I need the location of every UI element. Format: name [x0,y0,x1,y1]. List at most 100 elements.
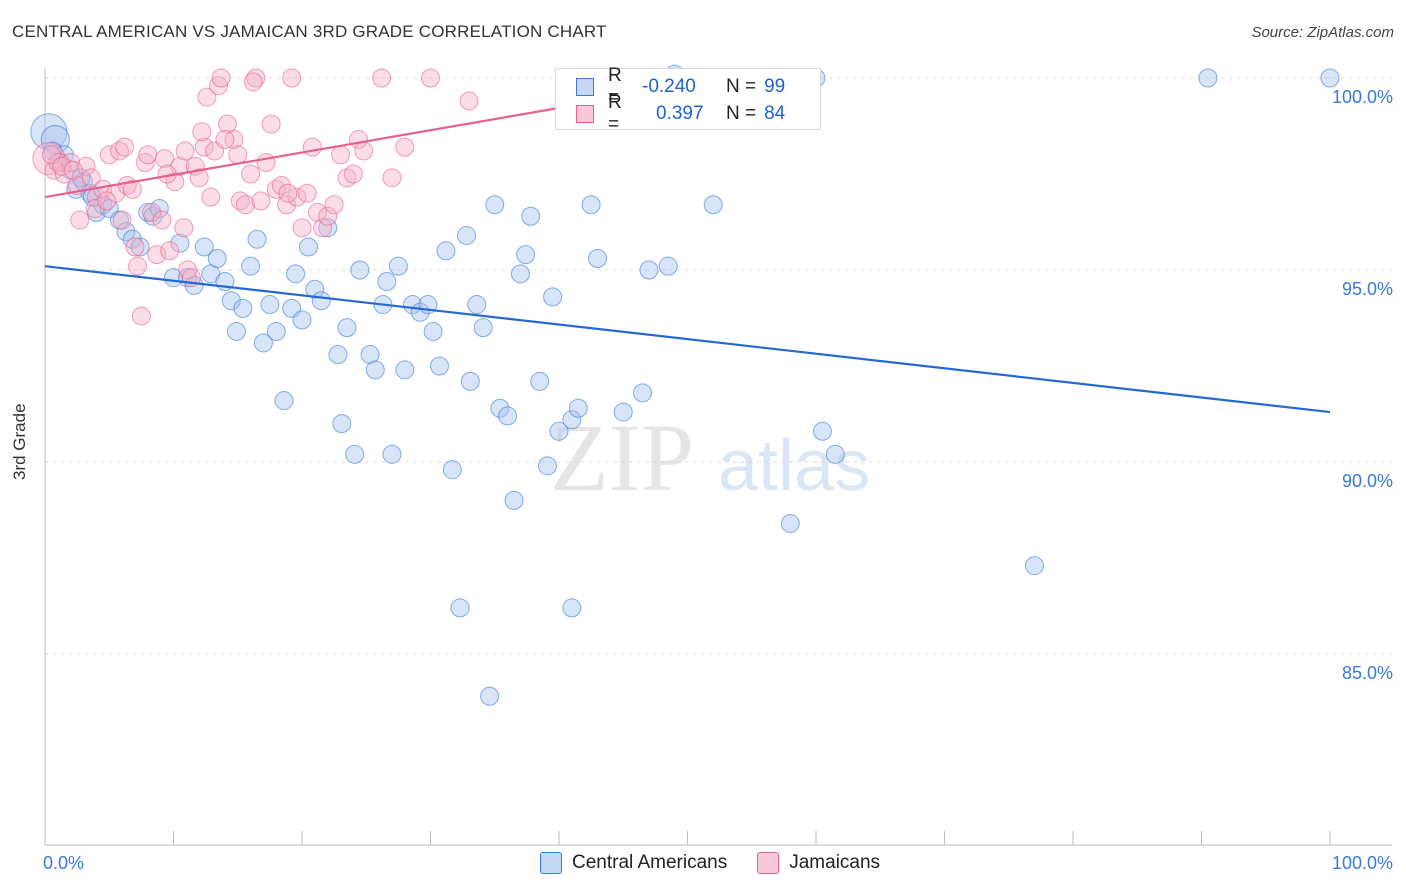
data-point-jamaicans [99,145,119,165]
data-point-central-americans [460,371,480,391]
y-tick-label: 90.0% [1342,471,1393,491]
data-point-central-americans [450,598,470,618]
data-point-central-americans [780,513,800,533]
data-point-central-americans [568,398,588,418]
x-tick-label: 100.0% [1332,853,1393,873]
data-point-jamaicans [230,191,250,211]
data-point-central-americans [633,383,653,403]
data-point-central-americans [436,241,456,261]
data-point-jamaicans [175,141,195,161]
legend-row-central-americans: R = -0.240 N = 99 [576,65,785,108]
data-point-jamaicans [302,137,322,157]
data-point-jamaicans [324,195,344,215]
series-swatch-pink [757,852,780,874]
data-point-central-americans [825,444,845,464]
data-point-central-americans [337,318,357,338]
data-point-jamaicans [261,114,281,134]
data-point-jamaicans [197,87,217,107]
data-point-central-americans [382,444,402,464]
data-point-jamaicans [459,91,479,111]
data-point-jamaicans [63,160,83,180]
data-point-jamaicans [215,129,235,149]
data-point-central-americans [122,229,142,249]
data-point-central-americans [480,686,500,706]
data-point-central-americans [305,279,325,299]
data-point-jamaicans [297,183,317,203]
data-point-jamaicans [282,68,302,88]
data-point-central-americans [1198,68,1218,88]
watermark: ZIP atlas [550,404,870,511]
data-point-central-americans [537,456,557,476]
data-point-central-americans [226,321,246,341]
data-point-central-americans [467,295,487,315]
data-point-central-americans [170,233,190,253]
data-point-central-americans [639,260,659,280]
series-label: Central Americans [572,852,728,873]
data-point-jamaicans [382,168,402,188]
data-point-central-americans [221,291,241,311]
data-point-jamaicans [343,164,363,184]
series-legend-central-americans[interactable]: Central Americans [540,852,727,874]
data-point-central-americans [292,310,312,330]
data-point-jamaicans [372,68,392,88]
data-point-central-americans [365,360,385,380]
legend-swatch-pink [576,105,594,123]
watermark-atlas: atlas [718,426,870,506]
data-point-jamaicans [313,218,333,238]
data-point-central-americans [516,245,536,265]
data-point-central-americans [521,206,541,226]
data-point-central-americans [812,421,832,441]
data-point-central-americans [350,260,370,280]
data-point-central-americans [485,195,505,215]
data-point-jamaicans [32,142,66,176]
y-tick-label: 95.0% [1342,279,1393,299]
data-point-jamaicans [125,237,145,257]
data-point-central-americans [266,321,286,341]
trend-line-central-americans [44,265,1331,414]
data-point-jamaicans [194,137,214,157]
series-swatch-blue [540,852,562,874]
data-point-jamaicans [208,76,228,96]
data-point-central-americans [194,237,214,257]
data-point-central-americans [442,460,462,480]
data-point-jamaicans [122,179,142,199]
data-point-central-americans [562,410,582,430]
data-point-jamaicans [131,306,151,326]
legend-n-label: N = [726,103,757,124]
data-point-central-americans [328,344,348,364]
data-point-jamaicans [128,256,148,276]
data-point-central-americans [286,264,306,284]
data-point-jamaicans [165,172,185,192]
legend-swatch-blue [576,78,594,96]
data-point-jamaicans [266,179,286,199]
stats-legend: R = -0.240 N = 99 R = 0.397 N = 84 [555,65,821,135]
data-point-central-americans [311,291,331,311]
data-point-jamaicans [201,187,221,207]
data-point-central-americans [116,222,136,242]
y-tick-label: 85.0% [1342,663,1393,683]
y-axis-label: 3rd Grade [10,403,29,480]
series-legend-jamaicans[interactable]: Jamaicans [757,852,880,874]
series-label: Jamaicans [789,852,881,873]
data-point-central-americans [703,195,723,215]
data-point-central-americans [253,333,273,353]
data-point-jamaicans [110,141,130,161]
data-point-jamaicans [278,183,298,203]
source-note: Source: ZipAtlas.com [1251,24,1394,41]
data-point-central-americans [233,298,253,318]
data-point-central-americans [530,371,550,391]
data-point-central-americans [388,256,408,276]
data-point-jamaicans [421,68,440,88]
data-point-central-americans [360,344,380,364]
data-point-jamaicans [228,145,248,165]
data-point-jamaicans [81,168,101,188]
data-point-jamaicans [85,199,105,219]
data-point-central-americans [510,264,530,284]
data-point-central-americans [456,225,476,245]
watermark-zip: ZIP [550,404,694,511]
data-point-jamaicans [135,152,155,172]
data-point-jamaicans [189,168,209,188]
data-point-central-americans [588,248,608,268]
data-point-central-americans [207,248,227,268]
